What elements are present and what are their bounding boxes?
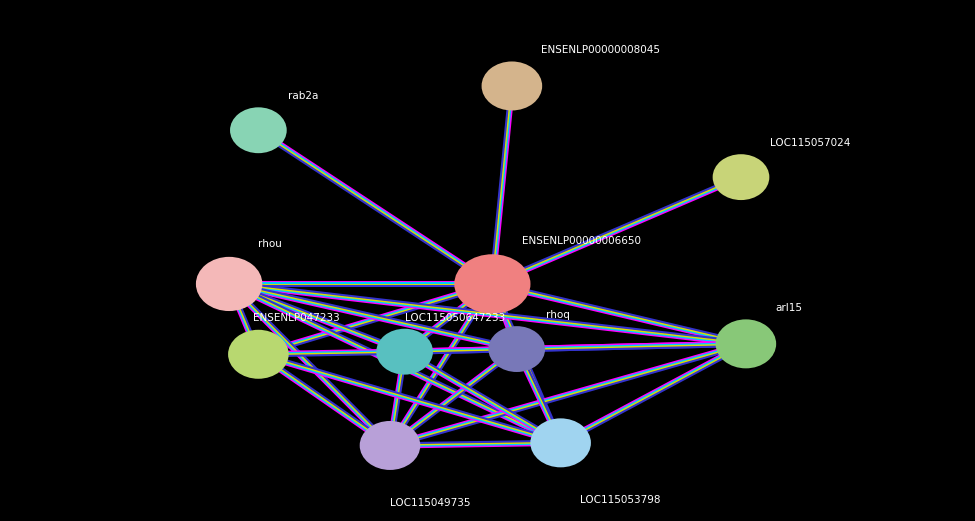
Ellipse shape <box>229 331 288 378</box>
Ellipse shape <box>361 422 419 469</box>
Ellipse shape <box>455 255 529 313</box>
Text: LOC115050647233: LOC115050647233 <box>405 313 505 322</box>
Text: rab2a: rab2a <box>288 91 318 101</box>
Text: arl15: arl15 <box>775 303 802 313</box>
Ellipse shape <box>231 108 286 152</box>
Text: rhoq: rhoq <box>546 310 569 320</box>
Ellipse shape <box>377 330 432 374</box>
Ellipse shape <box>489 327 544 371</box>
Ellipse shape <box>531 419 590 466</box>
Ellipse shape <box>483 63 541 109</box>
Text: LOC115049735: LOC115049735 <box>390 498 471 507</box>
Ellipse shape <box>717 320 775 367</box>
Text: ENSENLP00000008045: ENSENLP00000008045 <box>541 45 660 55</box>
Text: rhou: rhou <box>258 239 282 250</box>
Text: ENSENLP00000006650: ENSENLP00000006650 <box>522 236 641 246</box>
Ellipse shape <box>197 258 261 310</box>
Text: ENSENLP047233: ENSENLP047233 <box>254 313 340 324</box>
Text: LOC115053798: LOC115053798 <box>580 495 661 505</box>
Text: LOC115057024: LOC115057024 <box>770 138 850 148</box>
Ellipse shape <box>714 155 768 199</box>
